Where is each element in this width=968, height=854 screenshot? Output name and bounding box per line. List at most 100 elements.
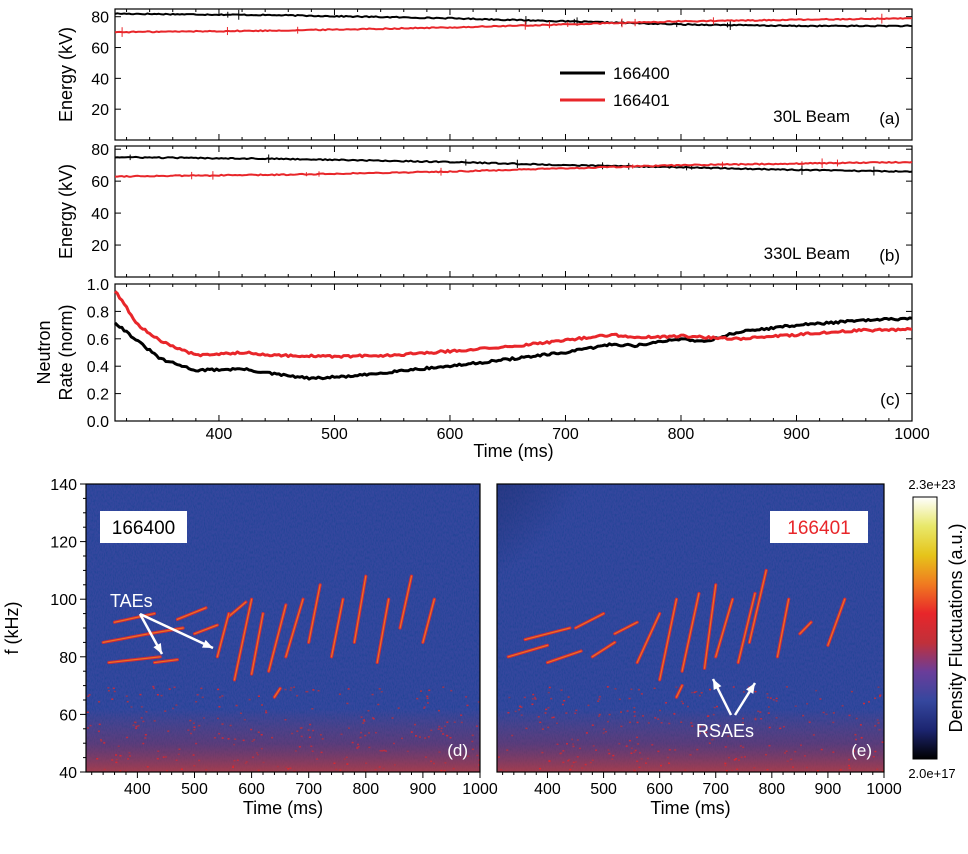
speckle bbox=[173, 686, 176, 689]
speckle bbox=[539, 767, 542, 770]
speckle bbox=[383, 749, 386, 752]
speckle bbox=[686, 705, 689, 708]
speckle bbox=[633, 751, 636, 753]
x-axis-label: Time (ms) bbox=[650, 798, 730, 818]
speckle bbox=[636, 760, 639, 763]
speckle bbox=[218, 706, 221, 708]
y-tick-label: 0.6 bbox=[87, 332, 109, 349]
speckle bbox=[675, 686, 678, 688]
speckle bbox=[815, 689, 818, 692]
speckle bbox=[343, 758, 346, 760]
speckle bbox=[569, 768, 572, 771]
speckle bbox=[768, 744, 771, 747]
speckle bbox=[568, 758, 571, 761]
speckle bbox=[848, 764, 851, 767]
speckle bbox=[130, 706, 133, 708]
mode-streak-core bbox=[681, 592, 700, 672]
speckle bbox=[198, 759, 201, 762]
speckle bbox=[245, 761, 248, 763]
speckle bbox=[424, 756, 427, 758]
y-tick-label: 40 bbox=[91, 71, 109, 88]
speckle bbox=[316, 758, 319, 760]
speckle bbox=[576, 756, 579, 758]
speckle bbox=[860, 737, 863, 739]
speckle bbox=[423, 706, 426, 708]
speckle bbox=[87, 727, 90, 729]
speckle bbox=[221, 695, 224, 697]
speckle bbox=[87, 695, 90, 697]
speckle bbox=[293, 686, 296, 688]
speckle bbox=[606, 686, 609, 688]
speckle bbox=[556, 722, 559, 725]
speckle bbox=[822, 711, 825, 714]
speckle bbox=[651, 744, 654, 746]
annotation-arrowhead bbox=[713, 679, 722, 690]
speckle bbox=[708, 688, 711, 691]
speckle bbox=[175, 759, 178, 761]
speckle bbox=[410, 731, 413, 733]
speckle bbox=[427, 736, 430, 738]
speckle bbox=[235, 704, 238, 707]
speckle bbox=[674, 749, 677, 751]
speckle bbox=[505, 770, 508, 772]
legend-entry-166400: 166400 bbox=[613, 64, 670, 83]
mode-streak-core bbox=[153, 659, 178, 664]
speckle bbox=[548, 686, 551, 689]
speckle bbox=[467, 755, 470, 757]
x-tick-label: 500 bbox=[590, 781, 617, 798]
speckle bbox=[855, 738, 858, 741]
mode-streak-core bbox=[776, 598, 790, 658]
speckle bbox=[146, 766, 149, 768]
speckle bbox=[219, 696, 222, 698]
speckle bbox=[560, 752, 563, 754]
y-tick-label: 80 bbox=[91, 142, 109, 159]
speckle bbox=[360, 716, 363, 718]
speckle bbox=[802, 714, 805, 717]
speckle bbox=[735, 758, 738, 760]
speckle bbox=[306, 690, 309, 693]
speckle bbox=[471, 734, 474, 737]
speckle bbox=[444, 762, 447, 764]
speckle bbox=[769, 697, 772, 699]
speckle bbox=[628, 697, 631, 700]
speckle bbox=[256, 753, 259, 756]
x-tick-label: 900 bbox=[815, 781, 842, 798]
speckle bbox=[284, 718, 287, 721]
speckle bbox=[581, 767, 584, 769]
speckle bbox=[128, 752, 131, 754]
speckle bbox=[523, 696, 526, 699]
y-axis-label: Energy (kV) bbox=[56, 164, 76, 259]
speckle bbox=[192, 754, 195, 756]
annotation-rsaes: RSAEs bbox=[696, 721, 754, 741]
speckle bbox=[111, 698, 114, 700]
speckle bbox=[607, 749, 610, 751]
mode-streak-core bbox=[737, 592, 756, 664]
speckle bbox=[707, 715, 710, 717]
speckle bbox=[597, 700, 600, 702]
speckle bbox=[544, 712, 547, 714]
speckle bbox=[794, 705, 797, 707]
speckle bbox=[500, 768, 503, 771]
speckle bbox=[603, 728, 606, 730]
speckle bbox=[317, 689, 320, 692]
x-tick-label: 700 bbox=[702, 781, 729, 798]
speckle bbox=[381, 750, 384, 752]
speckle bbox=[289, 689, 292, 691]
speckle bbox=[442, 733, 445, 735]
speckle bbox=[727, 735, 730, 737]
plot-layer: 20 40 60 80 Energy (kV) 30L Beam (a) 166400 1664… bbox=[2, 8, 966, 818]
speckle bbox=[775, 717, 778, 719]
speckle bbox=[312, 729, 315, 732]
y-axis-label-line: Neutron bbox=[34, 320, 54, 384]
speckle bbox=[772, 698, 775, 701]
speckle bbox=[659, 709, 662, 712]
speckle bbox=[367, 710, 370, 712]
speckle bbox=[859, 724, 862, 726]
speckle bbox=[743, 756, 746, 758]
speckle bbox=[262, 761, 265, 764]
speckle bbox=[584, 763, 587, 766]
speckle bbox=[201, 696, 204, 699]
x-tick-label: 400 bbox=[206, 426, 233, 443]
speckle bbox=[257, 731, 260, 733]
speckle bbox=[740, 756, 743, 758]
